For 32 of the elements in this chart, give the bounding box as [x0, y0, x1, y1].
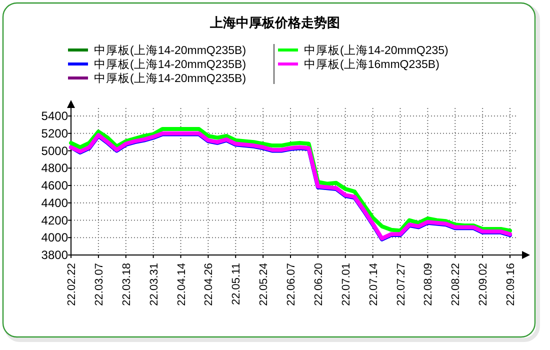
- legend-label: 中厚板(上海14-20mmQ235B): [94, 44, 246, 57]
- y-tick-label: 5200: [41, 126, 68, 140]
- legend-label: 中厚板(上海14-20mmQ235B): [94, 72, 246, 85]
- x-tick-label: 22.06.20: [312, 263, 325, 306]
- x-tick-label: 22.04.26: [203, 263, 216, 306]
- x-tick-label: 22.05.11: [230, 263, 243, 306]
- y-tick-label: 4800: [41, 161, 68, 176]
- x-tick-label: 22.08.09: [422, 263, 435, 306]
- y-tick-label: 5000: [41, 144, 68, 158]
- x-tick-label: 22.07.27: [395, 263, 408, 306]
- x-tick-label: 22.08.22: [450, 263, 462, 306]
- x-tick-label: 22.05.24: [258, 263, 270, 306]
- y-tick-label: 4600: [41, 178, 68, 192]
- x-tick-label: 22.03.31: [148, 263, 160, 306]
- legend-label: 中厚板(上海16mmQ235B): [304, 58, 440, 71]
- legend-label: 中厚板(上海14-20mmQ235B): [94, 58, 246, 71]
- chart-title: 上海中厚板价格走势图: [209, 15, 340, 30]
- x-tick-label: 22.07.01: [340, 263, 352, 306]
- x-tick-label: 22.09.16: [505, 263, 517, 306]
- y-tick-label: 3800: [41, 248, 68, 262]
- x-tick-label: 22.03.18: [120, 263, 133, 306]
- x-tick-label: 22.02.22: [66, 263, 78, 306]
- y-tick-label: 4000: [41, 230, 68, 245]
- y-tick-label: 5400: [41, 109, 68, 123]
- x-tick-label: 22.09.02: [478, 263, 490, 306]
- x-tick-label: 22.04.14: [176, 263, 188, 306]
- x-tick-label: 22.06.07: [286, 263, 298, 306]
- x-tick-label: 22.03.07: [93, 263, 106, 306]
- legend-label: 中厚板(上海14-20mmQ235): [304, 44, 449, 57]
- y-tick-label: 4200: [41, 213, 68, 228]
- x-tick-label: 22.07.14: [368, 263, 380, 306]
- y-tick-label: 4400: [41, 196, 68, 210]
